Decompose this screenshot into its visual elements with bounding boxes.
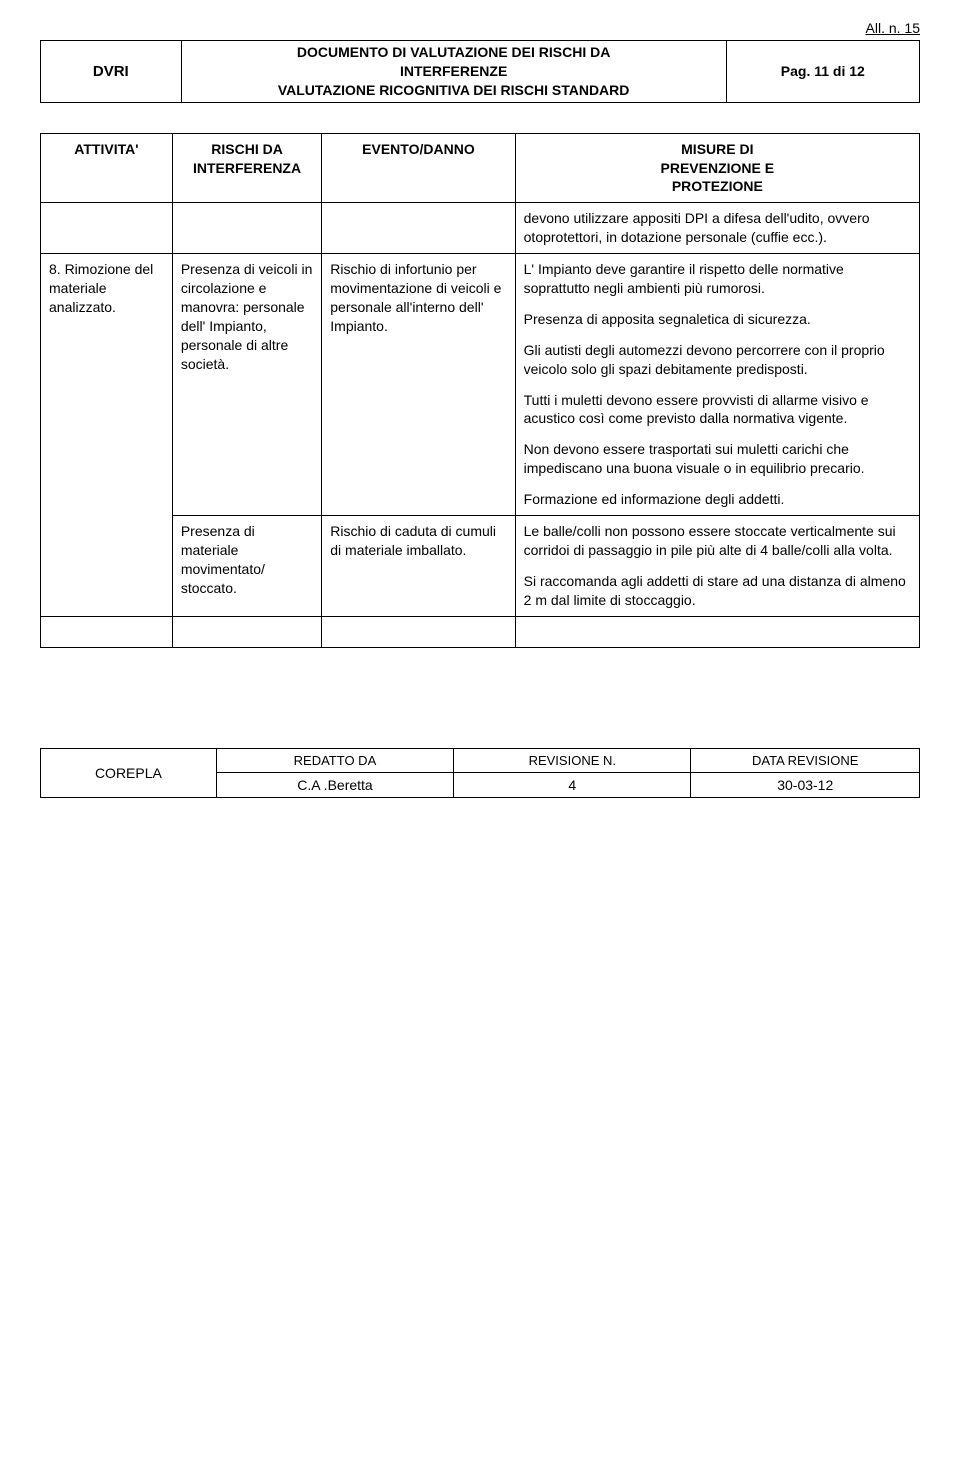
table-header-row: ATTIVITA' RISCHI DA INTERFERENZA EVENTO/… (41, 133, 920, 203)
table-row: 8. Rimozione del materiale analizzato. P… (41, 254, 920, 516)
col-evento: EVENTO/DANNO (322, 133, 515, 203)
measure-text: L' Impianto deve garantire il rispetto d… (524, 260, 911, 298)
col-misure-l3: PROTEZIONE (672, 178, 763, 194)
cell-evento: Rischio di caduta di cumuli di materiale… (322, 516, 515, 617)
measure-text: Si raccomanda agli addetti di stare ad u… (524, 572, 911, 610)
cell-evento (322, 203, 515, 254)
measure-text: Le balle/colli non possono essere stocca… (524, 522, 911, 560)
col-rischi-l2: INTERFERENZA (193, 160, 301, 176)
document-title: DOCUMENTO DI VALUTAZIONE DEI RISCHI DA I… (181, 41, 726, 103)
cell-rischi (172, 616, 321, 648)
title-line-1: DOCUMENTO DI VALUTAZIONE DEI RISCHI DA (297, 44, 610, 60)
cell-rischi: Presenza di materiale movimentato/ stocc… (172, 516, 321, 617)
measure-text: Formazione ed informazione degli addetti… (524, 490, 911, 509)
title-line-3: VALUTAZIONE RICOGNITIVA DEI RISCHI STAND… (278, 82, 630, 98)
cell-evento: Rischio di infortunio per movimentazione… (322, 254, 515, 516)
table-row (41, 616, 920, 648)
col-misure-l2: PREVENZIONE E (661, 160, 775, 176)
cell-attivita (41, 203, 173, 254)
col-misure-l1: MISURE DI (681, 141, 753, 157)
col-rischi: RISCHI DA INTERFERENZA (172, 133, 321, 203)
footer-redatto-value: C.A .Beretta (216, 773, 453, 798)
cell-attivita (41, 616, 173, 648)
col-rischi-l1: RISCHI DA (211, 141, 283, 157)
cell-rischi (172, 203, 321, 254)
cell-rischi: Presenza di veicoli in circolazione e ma… (172, 254, 321, 516)
attachment-number: All. n. 15 (40, 20, 920, 36)
document-footer: COREPLA REDATTO DA REVISIONE N. DATA REV… (40, 748, 920, 798)
footer-data-label: DATA REVISIONE (691, 749, 920, 773)
cell-evento (322, 616, 515, 648)
col-misure: MISURE DI PREVENZIONE E PROTEZIONE (515, 133, 919, 203)
footer-revisione-value: 4 (454, 773, 691, 798)
footer-redatto-label: REDATTO DA (216, 749, 453, 773)
measure-text: Non devono essere trasportati sui mulett… (524, 440, 911, 478)
footer-revisione-label: REVISIONE N. (454, 749, 691, 773)
cell-misure: L' Impianto deve garantire il rispetto d… (515, 254, 919, 516)
dvri-label: DVRI (41, 41, 182, 103)
page-number: Pag. 11 di 12 (726, 41, 919, 103)
cell-misure: Le balle/colli non possono essere stocca… (515, 516, 919, 617)
cell-misure (515, 616, 919, 648)
measure-text: Gli autisti degli automezzi devono perco… (524, 341, 911, 379)
risk-table: ATTIVITA' RISCHI DA INTERFERENZA EVENTO/… (40, 133, 920, 649)
footer-data-value: 30-03-12 (691, 773, 920, 798)
footer-corepla: COREPLA (41, 749, 217, 798)
table-row: devono utilizzare appositi DPI a difesa … (41, 203, 920, 254)
cell-attivita: 8. Rimozione del materiale analizzato. (41, 254, 173, 616)
measure-text: Tutti i muletti devono essere provvisti … (524, 391, 911, 429)
document-header: DVRI DOCUMENTO DI VALUTAZIONE DEI RISCHI… (40, 40, 920, 103)
measure-text: Presenza di apposita segnaletica di sicu… (524, 310, 911, 329)
title-line-2: INTERFERENZE (400, 63, 507, 79)
cell-misure: devono utilizzare appositi DPI a difesa … (515, 203, 919, 254)
col-attivita: ATTIVITA' (41, 133, 173, 203)
table-row: Presenza di materiale movimentato/ stocc… (41, 516, 920, 617)
